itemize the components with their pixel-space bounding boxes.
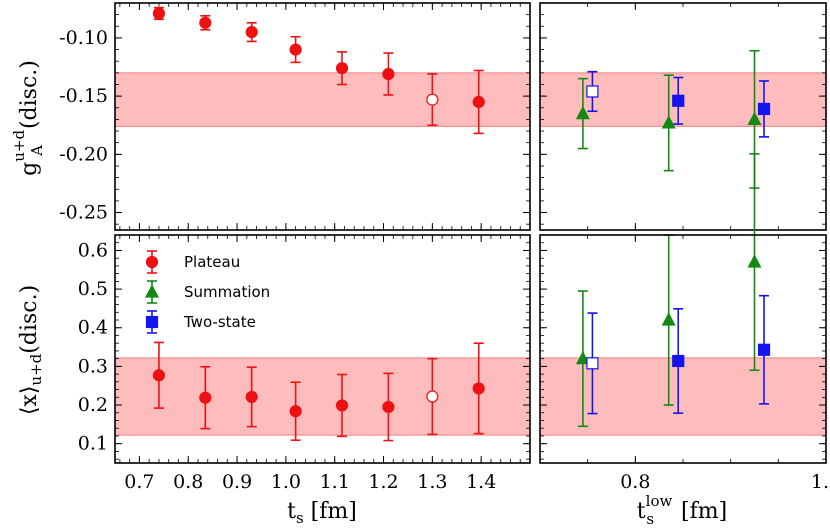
data-point	[382, 67, 395, 81]
series-plateau	[152, 341, 485, 442]
legend-marker	[145, 284, 159, 298]
data-point	[757, 102, 771, 116]
x-tick-label: 1.4	[466, 471, 496, 493]
data-point	[661, 312, 676, 326]
plot-frame	[114, 2, 531, 231]
x-tick-label: 1.2	[368, 471, 398, 493]
data-point	[335, 399, 349, 412]
data-point	[382, 400, 395, 414]
data-point	[672, 94, 685, 107]
data-point	[586, 357, 599, 370]
panel-x-vs-tslow: 0.8 1.0	[539, 153, 830, 493]
x-tick-label: 0.9	[222, 471, 252, 493]
y-axis-suffix: (disc.)	[17, 285, 42, 354]
data-point	[747, 254, 762, 268]
legend-label: Two-state	[183, 313, 256, 331]
x-tick-label: 1.0	[271, 471, 301, 493]
data-point	[472, 382, 485, 395]
y-tick-label: 0.6	[78, 239, 108, 261]
data-point	[289, 43, 302, 56]
x-tick-label: 1.3	[417, 471, 447, 493]
data-point	[199, 16, 212, 29]
series-summation	[575, 153, 762, 428]
panel-gA-vs-ts: -0.10 -0.15 -0.20 -0.25	[59, 2, 531, 231]
x-axis-unit: [fm]	[304, 499, 357, 524]
legend-marker	[145, 255, 159, 269]
data-point	[245, 390, 258, 404]
fit-band	[540, 357, 826, 436]
x-axis-title: ts [fm]	[287, 499, 357, 527]
y-tick-label: -0.20	[59, 143, 108, 165]
y-tick-label: 0.4	[78, 317, 108, 339]
data-point	[472, 95, 485, 109]
fit-band	[115, 72, 530, 127]
panel-x-vs-ts: 0.1 0.2 0.3 0.4 0.5 0.6 0.7 0.8 0.9 1.0 1.1 1.2 1.3 1…	[78, 234, 531, 493]
data-point	[152, 369, 166, 382]
y-axis-subscript: u+d	[27, 353, 45, 385]
series-summation	[575, 49, 762, 189]
legend-label: Plateau	[184, 253, 240, 271]
x-axis-symbol: t	[637, 499, 646, 524]
data-point	[586, 85, 599, 98]
legend-marker	[145, 315, 159, 329]
y-tick-label: 0.2	[78, 394, 108, 416]
y-axis-symbol: g	[17, 162, 42, 176]
y-axis-bracket-close: ⟩	[17, 386, 42, 395]
y-axis-symbol: x	[17, 394, 42, 407]
x-axis-title: tlow s [fm]	[637, 492, 727, 528]
x-axis-subscript: s	[646, 510, 654, 528]
y-tick-label: 0.5	[78, 278, 108, 300]
y-tick-label: 0.3	[78, 355, 108, 377]
data-point	[245, 26, 258, 39]
x-axis-symbol: t	[287, 499, 296, 524]
y-tick-label: -0.15	[59, 85, 108, 107]
x-tick-label: 0.7	[124, 471, 154, 493]
series-two-state	[586, 70, 771, 138]
legend-label: Summation	[184, 283, 270, 301]
x-axis-superscript: low	[646, 492, 673, 510]
legend: Plateau Summation Two-state	[145, 250, 270, 334]
fit-band	[115, 357, 530, 436]
series-two-state	[586, 294, 771, 415]
panel-gA-vs-tslow	[539, 2, 827, 231]
data-point	[575, 350, 590, 365]
x-tick-label: 0.8	[620, 471, 650, 493]
x-tick-label: 1.1	[320, 471, 350, 493]
y-axis-title-top: gu+dA (disc.)	[10, 60, 46, 176]
y-axis-suffix: (disc.)	[17, 60, 42, 129]
y-tick-label: 0.1	[78, 433, 108, 455]
y-axis-subscript: A	[28, 145, 46, 157]
plot-frame	[539, 234, 827, 464]
series-plateau	[152, 6, 485, 135]
data-point	[199, 391, 212, 404]
data-point	[672, 354, 685, 368]
plot-frame	[114, 234, 531, 464]
y-tick-label: -0.25	[59, 202, 108, 224]
data-point	[661, 115, 676, 129]
y-axis-title-bottom: ⟨x⟩u+d(disc.)	[17, 285, 45, 415]
data-point	[575, 105, 590, 120]
data-point	[335, 62, 349, 75]
data-point	[426, 390, 439, 403]
plot-frame	[539, 2, 827, 231]
y-tick-label: -0.10	[59, 27, 108, 49]
x-tick-label: 0.8	[173, 471, 203, 493]
data-point	[426, 93, 439, 106]
x-axis-subscript: s	[296, 509, 304, 527]
data-point	[757, 343, 771, 356]
x-axis-unit: [fm]	[674, 499, 727, 524]
data-point	[289, 405, 302, 418]
y-axis-bracket-open: ⟨	[17, 407, 42, 416]
data-point	[747, 111, 762, 126]
y-axis-superscript: u+d	[10, 130, 28, 162]
x-tick-label: 1.0	[811, 471, 830, 493]
data-point	[152, 7, 166, 20]
